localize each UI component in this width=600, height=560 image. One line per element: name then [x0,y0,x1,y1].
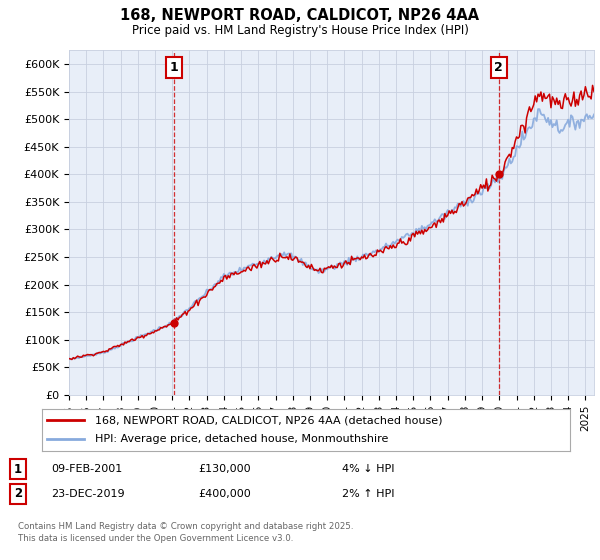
Text: This data is licensed under the Open Government Licence v3.0.: This data is licensed under the Open Gov… [18,534,293,543]
Text: 2% ↑ HPI: 2% ↑ HPI [342,489,395,499]
Text: Contains HM Land Registry data © Crown copyright and database right 2025.: Contains HM Land Registry data © Crown c… [18,522,353,531]
Text: 168, NEWPORT ROAD, CALDICOT, NP26 4AA: 168, NEWPORT ROAD, CALDICOT, NP26 4AA [121,8,479,24]
Text: 2: 2 [494,61,503,74]
Text: £130,000: £130,000 [198,464,251,474]
Text: 1: 1 [170,61,178,74]
Text: HPI: Average price, detached house, Monmouthshire: HPI: Average price, detached house, Monm… [95,435,388,445]
Text: 168, NEWPORT ROAD, CALDICOT, NP26 4AA (detached house): 168, NEWPORT ROAD, CALDICOT, NP26 4AA (d… [95,415,442,425]
Text: £400,000: £400,000 [198,489,251,499]
Text: Price paid vs. HM Land Registry's House Price Index (HPI): Price paid vs. HM Land Registry's House … [131,24,469,36]
Text: 23-DEC-2019: 23-DEC-2019 [51,489,125,499]
Text: 09-FEB-2001: 09-FEB-2001 [51,464,122,474]
Text: 4% ↓ HPI: 4% ↓ HPI [342,464,395,474]
Text: 1: 1 [14,463,22,476]
Text: 2: 2 [14,487,22,501]
